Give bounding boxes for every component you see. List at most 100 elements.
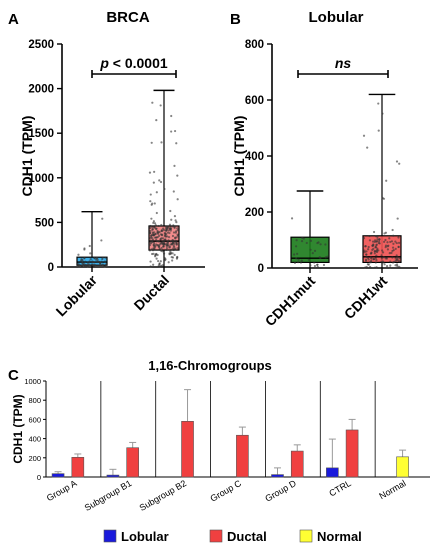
panel-a-point [149,200,152,203]
panel-b-point [395,254,398,257]
panel-a-point [176,228,179,232]
panel-c: C 1,16-Chromogroups CDH1 (TPM) 0 200 400 60… [8,358,430,544]
panel-a-point [174,231,177,234]
panel-b-point [374,257,377,260]
panel-a-point [101,256,105,259]
panel-b-point [324,243,327,246]
panel-b-point [296,261,300,264]
panel-a-y-tick-label: 1500 [28,128,54,140]
panel-b-point [362,237,366,240]
panel-b-point [296,252,299,255]
panel-a-point [84,260,87,263]
panel-a-point [151,101,154,104]
panel-a-point [151,226,154,229]
legend-swatch-ductal [209,529,223,543]
panel-b-point [319,243,322,246]
panel-a-point [169,250,172,253]
panel-b-point [365,250,368,253]
panel-c-y-tick-label: 400 [28,435,41,444]
panel-a-point [154,255,157,258]
panel-a-point [154,224,157,227]
panel-b-point [395,241,398,245]
panel-a-point [150,217,153,220]
panel-a-point [83,247,86,250]
panel-a-x-tick-label: Lobular [53,271,101,319]
panel-b-point [367,245,370,249]
panel-c-title: 1,16-Chromogroups [148,358,272,373]
panel-a-point [169,229,172,232]
panel-b-point [380,254,383,257]
panel-a-point [160,233,164,236]
legend-label-lobular: Lobular [121,529,169,544]
panel-b-point [377,102,380,105]
panel-b-point [374,261,377,264]
panel-a-point [152,234,155,237]
panel-b-x-tick-label: CDH1wt [341,273,391,323]
panel-b-point [381,251,385,254]
panel-b-point [381,196,384,200]
panel-a-point [176,256,179,259]
panel-b-point [372,230,376,234]
panel-c-y-tick-label: 1000 [24,377,41,386]
panel-b-point [316,265,319,269]
panel-b-point [394,247,397,250]
panel-b-point [363,266,367,269]
panel-a-point [160,223,163,227]
panel-a-point [164,232,167,235]
panel-a-point [101,217,104,220]
panel-a-point [76,262,79,265]
panel-b-point [392,249,395,252]
panel-b-point [319,256,322,259]
panel-b-point [293,261,297,264]
panel-a-point [88,260,91,263]
panel-a-point [158,262,161,265]
panel-a-y-tick-label: 2000 [28,84,54,96]
panel-a-point [92,264,95,267]
panel-b-point [389,264,392,267]
panel-a-point [93,257,96,260]
panel-b-point [305,241,308,245]
panel-a-point [99,261,102,264]
panel-b-point [384,246,387,249]
panel-b-point [396,256,399,259]
panel-b-point [397,245,400,249]
panel-b-point [396,217,399,220]
panel-a-point [159,180,163,184]
panel-c-group-label: Subgroup B2 [138,478,189,513]
panel-a-y-tick-label: 1000 [28,173,54,185]
panel-b-point [290,217,294,220]
panel-b-point [375,259,378,262]
panel-a-point [175,142,178,145]
panel-a-point [170,130,173,133]
panel-c-bar-normal [396,456,409,478]
panel-a-point [154,232,157,236]
panel-a-point [172,231,176,234]
panel-a-point [149,193,152,196]
panel-a-point [171,238,174,242]
panel-a-point [155,211,158,215]
panel-b-point [394,240,397,243]
panel-a-point [153,222,157,225]
panel-b-label: B [230,11,241,28]
panel-a-point [163,259,167,262]
panel-b-point [295,239,298,242]
panel-a-point [156,259,160,263]
panel-b-point [377,129,380,132]
panel-a-point [84,264,87,267]
panel-b-point [371,248,374,251]
panel-a-point [172,224,175,227]
panel-a-point [155,243,158,246]
panel-b-point [366,263,369,266]
panel-c-bar-ductal [236,434,249,478]
panel-a-point [149,237,152,240]
panel-a-point [163,256,166,260]
panel-b-point [375,266,378,269]
panel-a-point [167,229,170,232]
panel-a-point [160,141,163,144]
panel-a-point [172,247,175,250]
panel-a-point [174,239,178,243]
panel-b-ylabel: CDH1 (TPM) [231,116,247,197]
panel-a-point [149,229,152,233]
panel-b-annotation: ns [335,55,352,71]
panel-b-point [311,251,314,255]
